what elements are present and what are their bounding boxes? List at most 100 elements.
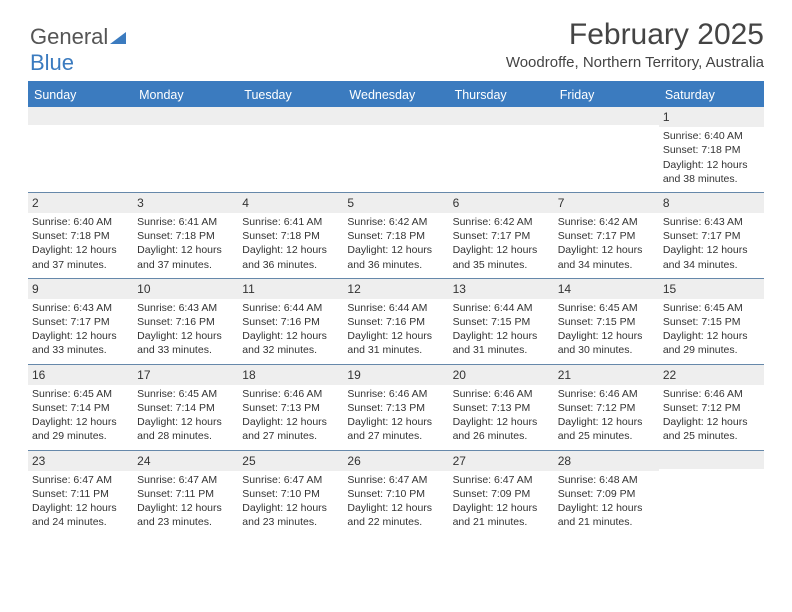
calendar-day: 19Sunrise: 6:46 AMSunset: 7:13 PMDayligh…	[343, 365, 448, 450]
day-number: 19	[343, 365, 448, 385]
calendar-day: 2Sunrise: 6:40 AMSunset: 7:18 PMDaylight…	[28, 193, 133, 278]
day-details: Sunrise: 6:44 AMSunset: 7:16 PMDaylight:…	[242, 301, 339, 358]
logo-text-1: General	[30, 24, 108, 49]
day-details: Sunrise: 6:42 AMSunset: 7:18 PMDaylight:…	[347, 215, 444, 272]
calendar-day: 11Sunrise: 6:44 AMSunset: 7:16 PMDayligh…	[238, 279, 343, 364]
day-details: Sunrise: 6:42 AMSunset: 7:17 PMDaylight:…	[558, 215, 655, 272]
page-header: February 2025 Woodroffe, Northern Territ…	[28, 18, 764, 71]
day-number: 18	[238, 365, 343, 385]
calendar-day: 17Sunrise: 6:45 AMSunset: 7:14 PMDayligh…	[133, 365, 238, 450]
day-number: 10	[133, 279, 238, 299]
calendar-day: 12Sunrise: 6:44 AMSunset: 7:16 PMDayligh…	[343, 279, 448, 364]
weekday-header: Wednesday	[343, 83, 448, 107]
day-number: 17	[133, 365, 238, 385]
calendar-day: 21Sunrise: 6:46 AMSunset: 7:12 PMDayligh…	[554, 365, 659, 450]
calendar-day: 7Sunrise: 6:42 AMSunset: 7:17 PMDaylight…	[554, 193, 659, 278]
day-number: 28	[554, 451, 659, 471]
calendar-day: 1Sunrise: 6:40 AMSunset: 7:18 PMDaylight…	[659, 107, 764, 192]
day-number: 27	[449, 451, 554, 471]
calendar-day-empty	[554, 107, 659, 192]
day-details: Sunrise: 6:47 AMSunset: 7:10 PMDaylight:…	[242, 473, 339, 530]
logo: General Blue	[30, 24, 128, 76]
day-details: Sunrise: 6:42 AMSunset: 7:17 PMDaylight:…	[453, 215, 550, 272]
day-details: Sunrise: 6:40 AMSunset: 7:18 PMDaylight:…	[663, 129, 760, 186]
calendar-day: 15Sunrise: 6:45 AMSunset: 7:15 PMDayligh…	[659, 279, 764, 364]
day-details: Sunrise: 6:44 AMSunset: 7:15 PMDaylight:…	[453, 301, 550, 358]
day-details: Sunrise: 6:46 AMSunset: 7:12 PMDaylight:…	[558, 387, 655, 444]
calendar-day-empty	[28, 107, 133, 192]
calendar-week: 1Sunrise: 6:40 AMSunset: 7:18 PMDaylight…	[28, 107, 764, 193]
day-number: 15	[659, 279, 764, 299]
calendar-day-empty	[659, 451, 764, 536]
day-details: Sunrise: 6:47 AMSunset: 7:11 PMDaylight:…	[32, 473, 129, 530]
page-subtitle: Woodroffe, Northern Territory, Australia	[28, 54, 764, 71]
weekday-header: Friday	[554, 83, 659, 107]
weekday-header: Saturday	[659, 83, 764, 107]
day-details: Sunrise: 6:41 AMSunset: 7:18 PMDaylight:…	[137, 215, 234, 272]
day-number: 9	[28, 279, 133, 299]
logo-text-2: Blue	[30, 50, 74, 75]
calendar-day: 24Sunrise: 6:47 AMSunset: 7:11 PMDayligh…	[133, 451, 238, 536]
day-number: 7	[554, 193, 659, 213]
calendar-day: 18Sunrise: 6:46 AMSunset: 7:13 PMDayligh…	[238, 365, 343, 450]
day-details: Sunrise: 6:48 AMSunset: 7:09 PMDaylight:…	[558, 473, 655, 530]
day-number: 11	[238, 279, 343, 299]
day-details: Sunrise: 6:45 AMSunset: 7:14 PMDaylight:…	[137, 387, 234, 444]
calendar-day: 8Sunrise: 6:43 AMSunset: 7:17 PMDaylight…	[659, 193, 764, 278]
day-number: 26	[343, 451, 448, 471]
day-details: Sunrise: 6:46 AMSunset: 7:13 PMDaylight:…	[242, 387, 339, 444]
day-details: Sunrise: 6:47 AMSunset: 7:11 PMDaylight:…	[137, 473, 234, 530]
calendar-day: 5Sunrise: 6:42 AMSunset: 7:18 PMDaylight…	[343, 193, 448, 278]
calendar-day: 4Sunrise: 6:41 AMSunset: 7:18 PMDaylight…	[238, 193, 343, 278]
day-details: Sunrise: 6:47 AMSunset: 7:10 PMDaylight:…	[347, 473, 444, 530]
day-number: 5	[343, 193, 448, 213]
calendar-day: 20Sunrise: 6:46 AMSunset: 7:13 PMDayligh…	[449, 365, 554, 450]
day-number: 25	[238, 451, 343, 471]
day-number	[659, 451, 764, 469]
calendar-day: 28Sunrise: 6:48 AMSunset: 7:09 PMDayligh…	[554, 451, 659, 536]
calendar-day: 22Sunrise: 6:46 AMSunset: 7:12 PMDayligh…	[659, 365, 764, 450]
calendar-day: 25Sunrise: 6:47 AMSunset: 7:10 PMDayligh…	[238, 451, 343, 536]
day-details: Sunrise: 6:46 AMSunset: 7:12 PMDaylight:…	[663, 387, 760, 444]
day-number: 13	[449, 279, 554, 299]
day-number: 20	[449, 365, 554, 385]
calendar-day: 23Sunrise: 6:47 AMSunset: 7:11 PMDayligh…	[28, 451, 133, 536]
calendar-weeks: 1Sunrise: 6:40 AMSunset: 7:18 PMDaylight…	[28, 107, 764, 535]
day-details: Sunrise: 6:44 AMSunset: 7:16 PMDaylight:…	[347, 301, 444, 358]
day-details: Sunrise: 6:43 AMSunset: 7:17 PMDaylight:…	[32, 301, 129, 358]
weekday-header: Sunday	[28, 83, 133, 107]
calendar-day-empty	[343, 107, 448, 192]
calendar-day: 14Sunrise: 6:45 AMSunset: 7:15 PMDayligh…	[554, 279, 659, 364]
day-number: 12	[343, 279, 448, 299]
day-number: 22	[659, 365, 764, 385]
calendar: SundayMondayTuesdayWednesdayThursdayFrid…	[28, 81, 764, 535]
calendar-day: 9Sunrise: 6:43 AMSunset: 7:17 PMDaylight…	[28, 279, 133, 364]
day-details: Sunrise: 6:47 AMSunset: 7:09 PMDaylight:…	[453, 473, 550, 530]
day-number	[238, 107, 343, 125]
logo-sail-icon	[108, 30, 128, 46]
calendar-day: 26Sunrise: 6:47 AMSunset: 7:10 PMDayligh…	[343, 451, 448, 536]
page-title: February 2025	[28, 18, 764, 52]
calendar-day-empty	[238, 107, 343, 192]
day-details: Sunrise: 6:45 AMSunset: 7:15 PMDaylight:…	[663, 301, 760, 358]
day-number: 4	[238, 193, 343, 213]
day-details: Sunrise: 6:43 AMSunset: 7:17 PMDaylight:…	[663, 215, 760, 272]
calendar-day-empty	[449, 107, 554, 192]
weekday-header: Monday	[133, 83, 238, 107]
calendar-day: 13Sunrise: 6:44 AMSunset: 7:15 PMDayligh…	[449, 279, 554, 364]
day-number: 23	[28, 451, 133, 471]
day-details: Sunrise: 6:40 AMSunset: 7:18 PMDaylight:…	[32, 215, 129, 272]
day-number: 8	[659, 193, 764, 213]
day-number: 6	[449, 193, 554, 213]
day-number: 21	[554, 365, 659, 385]
day-number: 3	[133, 193, 238, 213]
calendar-week: 16Sunrise: 6:45 AMSunset: 7:14 PMDayligh…	[28, 365, 764, 451]
weekday-header-row: SundayMondayTuesdayWednesdayThursdayFrid…	[28, 83, 764, 107]
calendar-day-empty	[133, 107, 238, 192]
day-number: 16	[28, 365, 133, 385]
day-details: Sunrise: 6:46 AMSunset: 7:13 PMDaylight:…	[453, 387, 550, 444]
day-details: Sunrise: 6:45 AMSunset: 7:15 PMDaylight:…	[558, 301, 655, 358]
calendar-day: 16Sunrise: 6:45 AMSunset: 7:14 PMDayligh…	[28, 365, 133, 450]
day-number	[449, 107, 554, 125]
day-number: 24	[133, 451, 238, 471]
